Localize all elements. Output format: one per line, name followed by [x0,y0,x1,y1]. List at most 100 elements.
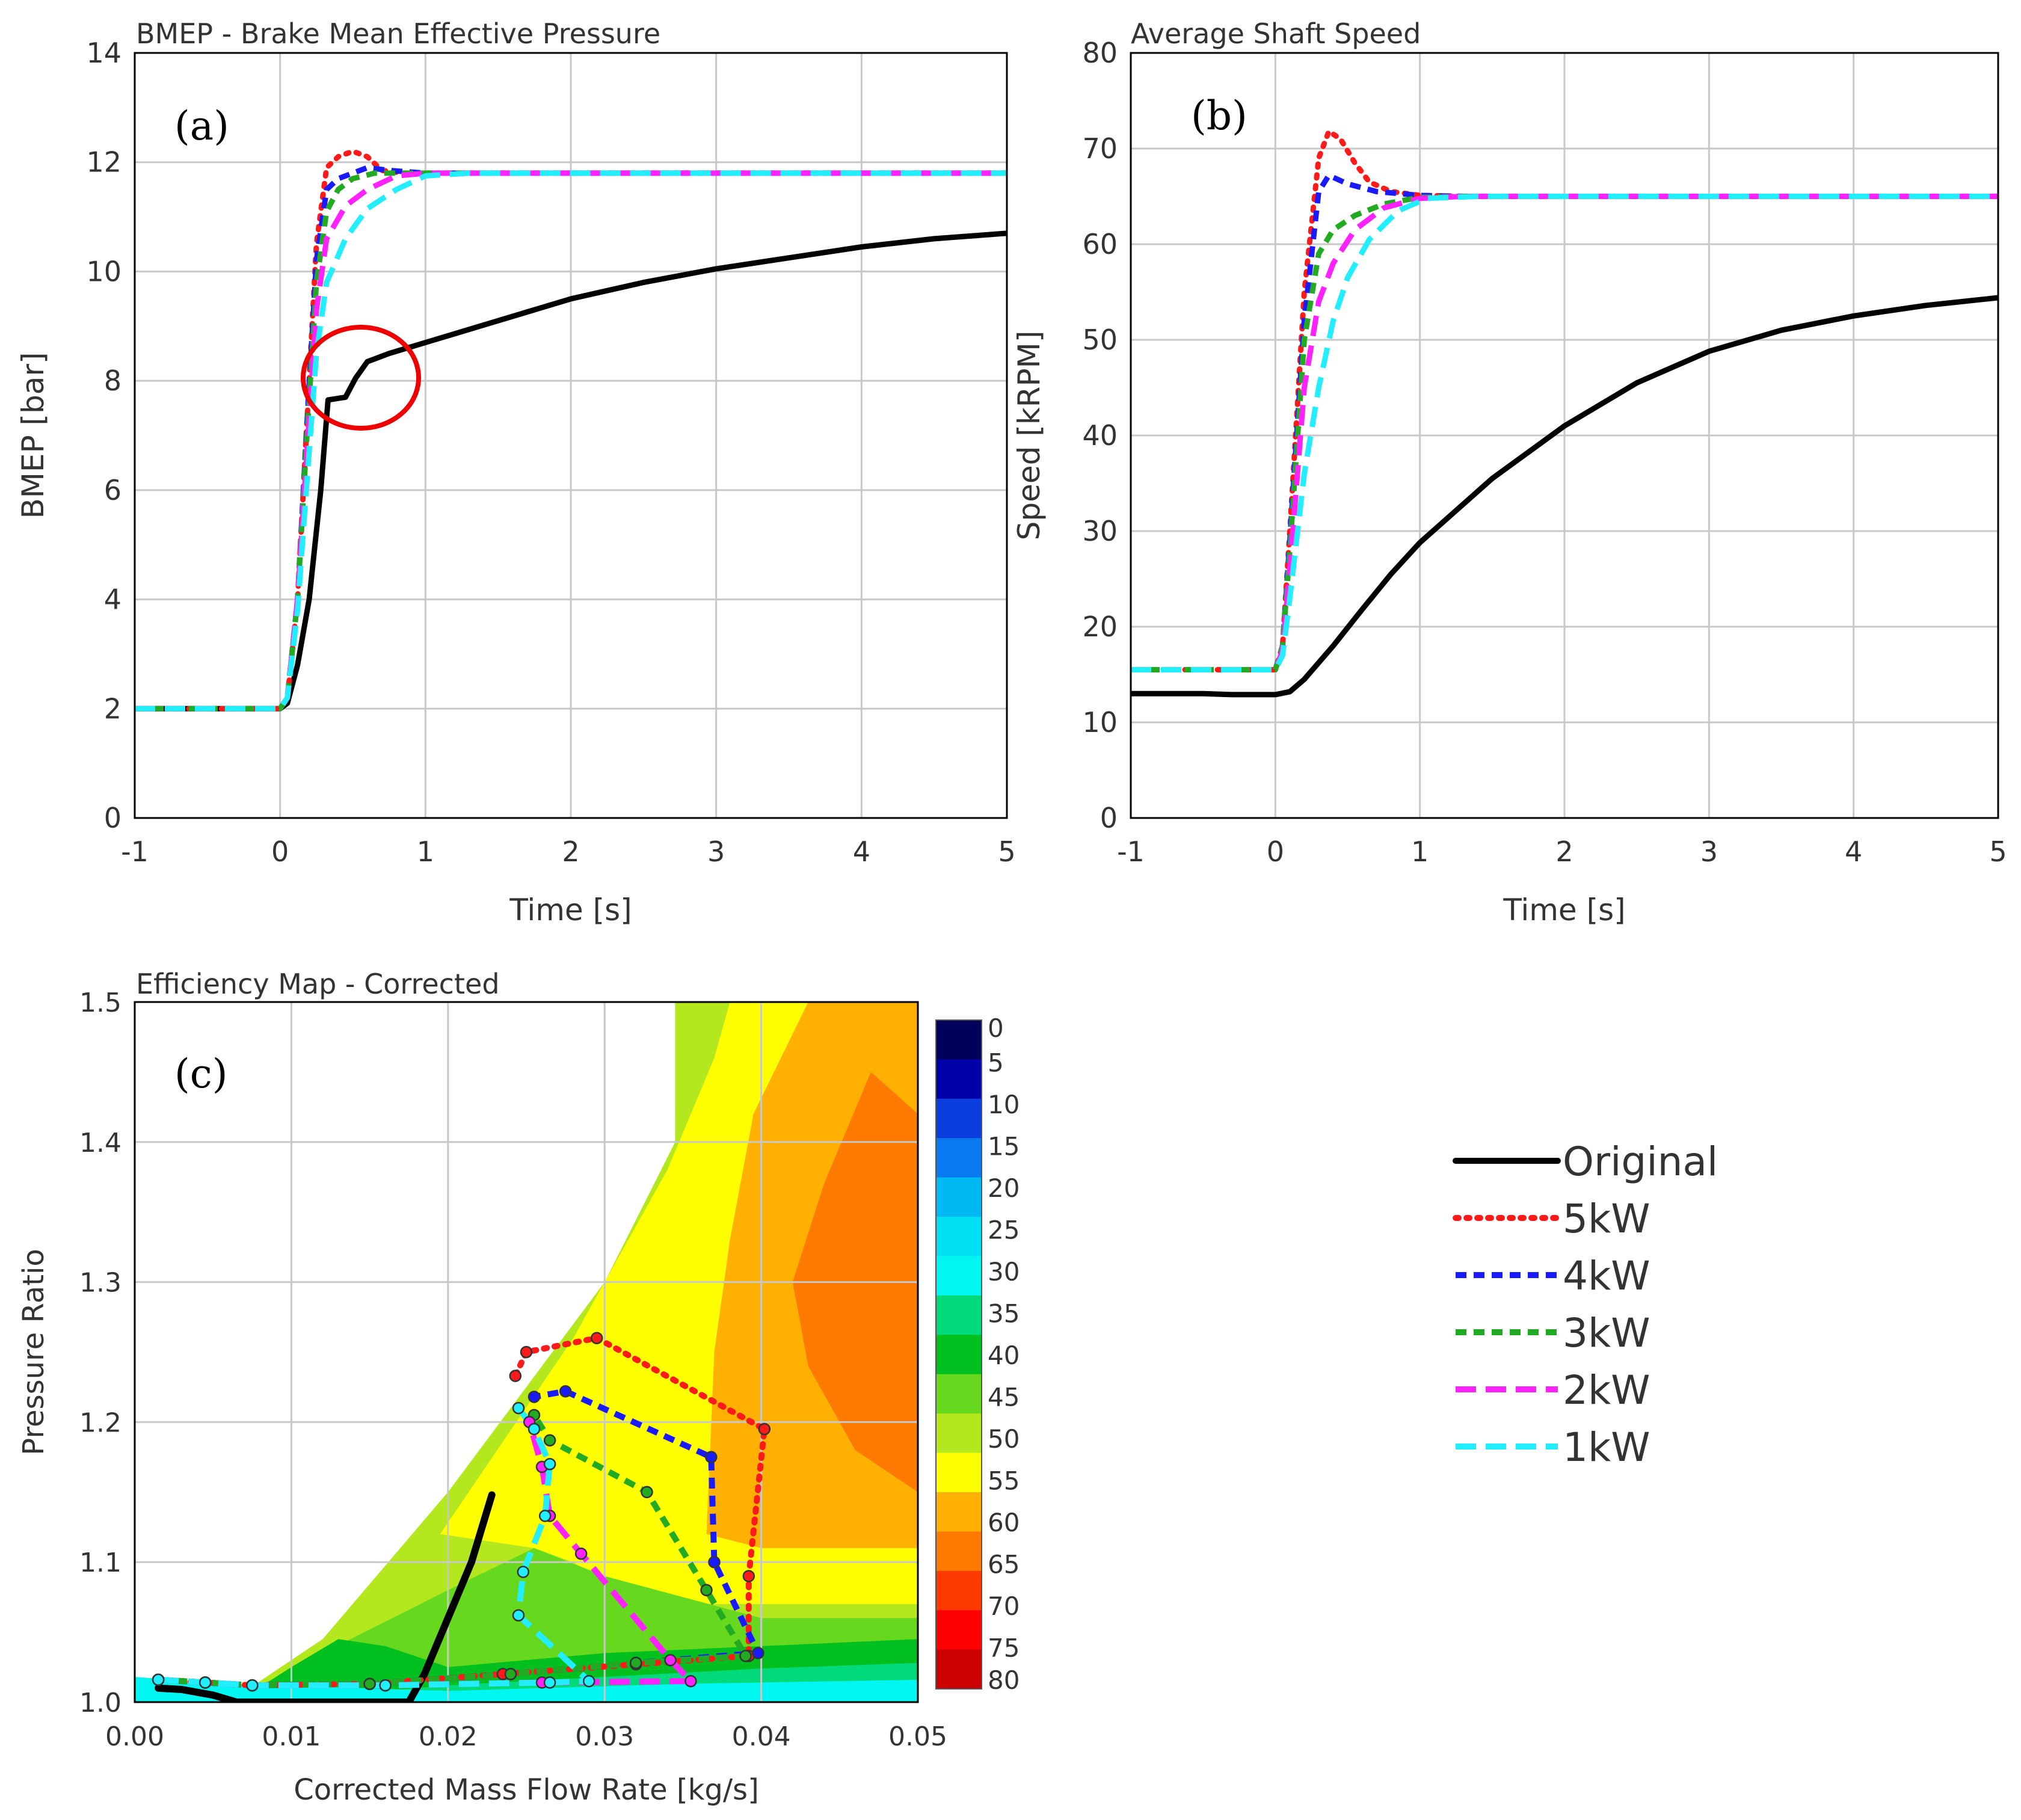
colorbar-segment [936,1492,982,1533]
y-tick-label: 1.2 [79,1407,122,1438]
colorbar-label: 40 [988,1341,1020,1370]
x-tick-label: 2 [1555,835,1573,868]
map-series-marker-kw1 [582,1674,595,1688]
colorbar-label: 75 [988,1634,1020,1663]
efficiency-map-xlabel: Corrected Mass Flow Rate [kg/s] [294,1773,759,1807]
colorbar-label: 15 [988,1132,1020,1161]
y-tick-label: 1.3 [79,1268,122,1299]
map-series-marker-kw1 [517,1566,530,1578]
map-series-marker-kw1 [528,1422,541,1436]
legend-label-kw1: 1kW [1563,1424,1650,1471]
efficiency-map-panel-label: (c) [174,1051,227,1097]
colorbar-label: 80 [988,1665,1020,1695]
colorbar-segment [936,1217,982,1257]
colorbar-label: 60 [988,1508,1020,1537]
map-series-marker-kw4 [559,1385,572,1398]
legend: Original 5kW 4kW 3kW 2kW 1kW [1453,1139,1718,1471]
y-tick-label: 1.0 [79,1688,122,1718]
x-tick-label: 5 [998,835,1015,868]
x-tick-label: 1 [1411,835,1429,868]
map-series-marker-kw4 [752,1647,764,1659]
efficiency-map-title: Efficiency Map - Corrected [136,968,500,1000]
y-tick-label: 2 [104,692,122,725]
series-line-kw1 [135,170,1007,712]
colorbar-label: 5 [988,1048,1004,1078]
x-tick-label: 0.05 [888,1721,947,1752]
y-tick-label: 70 [1082,132,1118,165]
x-tick-label: 0 [271,835,289,868]
bmep-chart-grid [135,53,1007,818]
series-line-kw5 [135,149,1007,712]
map-series-line-kw5 [155,1335,767,1689]
y-tick-label: 40 [1082,419,1118,452]
efficiency-map-ticks: 0.00 0.01 0.02 0.03 0.04 0.05 1.0 1.1 1.2 1.3 1.4 1… [79,988,947,1752]
series-line-kw1 [1131,194,1998,672]
y-tick-label: 1.1 [79,1548,122,1578]
colorbar-frame [935,1019,982,1689]
map-series-marker-kw1 [512,1609,525,1622]
x-tick-label: 0.00 [105,1721,164,1752]
y-tick-label: 0 [104,802,122,834]
map-series-marker-kw3 [504,1668,517,1680]
efficiency-map-frame [134,1001,919,1703]
colorbar-label: 70 [988,1591,1020,1621]
colorbar-label: 55 [988,1466,1020,1496]
map-series-marker-kw4 [528,1391,541,1403]
y-tick-label: 1.4 [79,1128,122,1158]
map-series-marker-kw5 [509,1370,522,1382]
map-series-marker-kw4 [708,1555,721,1569]
x-tick-label: 2 [562,835,579,868]
y-tick-label: 6 [104,474,122,506]
bmep-chart-series [135,149,1007,712]
bmep-chart-frame [134,52,1008,819]
map-series-marker-kw5 [742,1570,755,1582]
x-tick-label: 4 [1845,835,1862,868]
x-tick-label: 4 [853,835,870,868]
legend-label-kw2: 2kW [1563,1367,1650,1413]
colorbar-segment [936,1610,982,1650]
x-tick-label: 0.01 [262,1721,321,1752]
shaft-speed-chart-series [1131,128,1998,698]
map-series-marker-kw2 [684,1674,697,1688]
efficiency-map-contours [135,1002,918,1702]
shaft-speed-chart-grid [1131,53,1998,818]
map-series-marker-kw1 [198,1676,212,1689]
y-tick-label: 30 [1082,515,1118,547]
colorbar-label: 50 [988,1424,1020,1454]
colorbar-segment [936,1570,982,1611]
series-line-original [135,230,1007,712]
colorbar-segment [936,1138,982,1178]
x-tick-label: 3 [1700,835,1718,868]
y-tick-label: 80 [1082,37,1118,69]
x-tick-label: 5 [1989,835,2007,868]
map-series-marker-kw3 [739,1649,752,1662]
colorbar-segment [936,1413,982,1454]
map-series-marker-kw1 [246,1679,259,1692]
x-tick-label: -1 [121,835,149,868]
colorbar-segment [936,1453,982,1493]
colorbar-segment [936,1649,982,1689]
map-series-marker-kw3 [641,1486,653,1499]
y-tick-label: 4 [104,583,122,616]
colorbar-label: 0 [988,1013,1004,1043]
x-tick-label: 0.04 [732,1721,791,1752]
map-series-marker-kw1 [543,1457,556,1471]
series-line-kw4 [135,165,1007,712]
bmep-chart-xlabel: Time [s] [509,893,632,927]
map-series-marker-kw4 [705,1451,718,1463]
y-tick-label: 50 [1082,324,1118,356]
colorbar-label: 35 [988,1299,1020,1329]
map-series-marker-kw5 [758,1422,771,1436]
map-series-line-original [155,1491,496,1702]
efficiency-band-25 [135,1677,918,1702]
map-series-marker-kw2 [664,1653,677,1667]
map-series-marker-kw3 [700,1584,713,1597]
x-tick-label: -1 [1117,835,1145,868]
colorbar-segment [936,1374,982,1414]
map-series-marker-kw3 [630,1656,642,1670]
colorbar-segment [936,1020,982,1060]
